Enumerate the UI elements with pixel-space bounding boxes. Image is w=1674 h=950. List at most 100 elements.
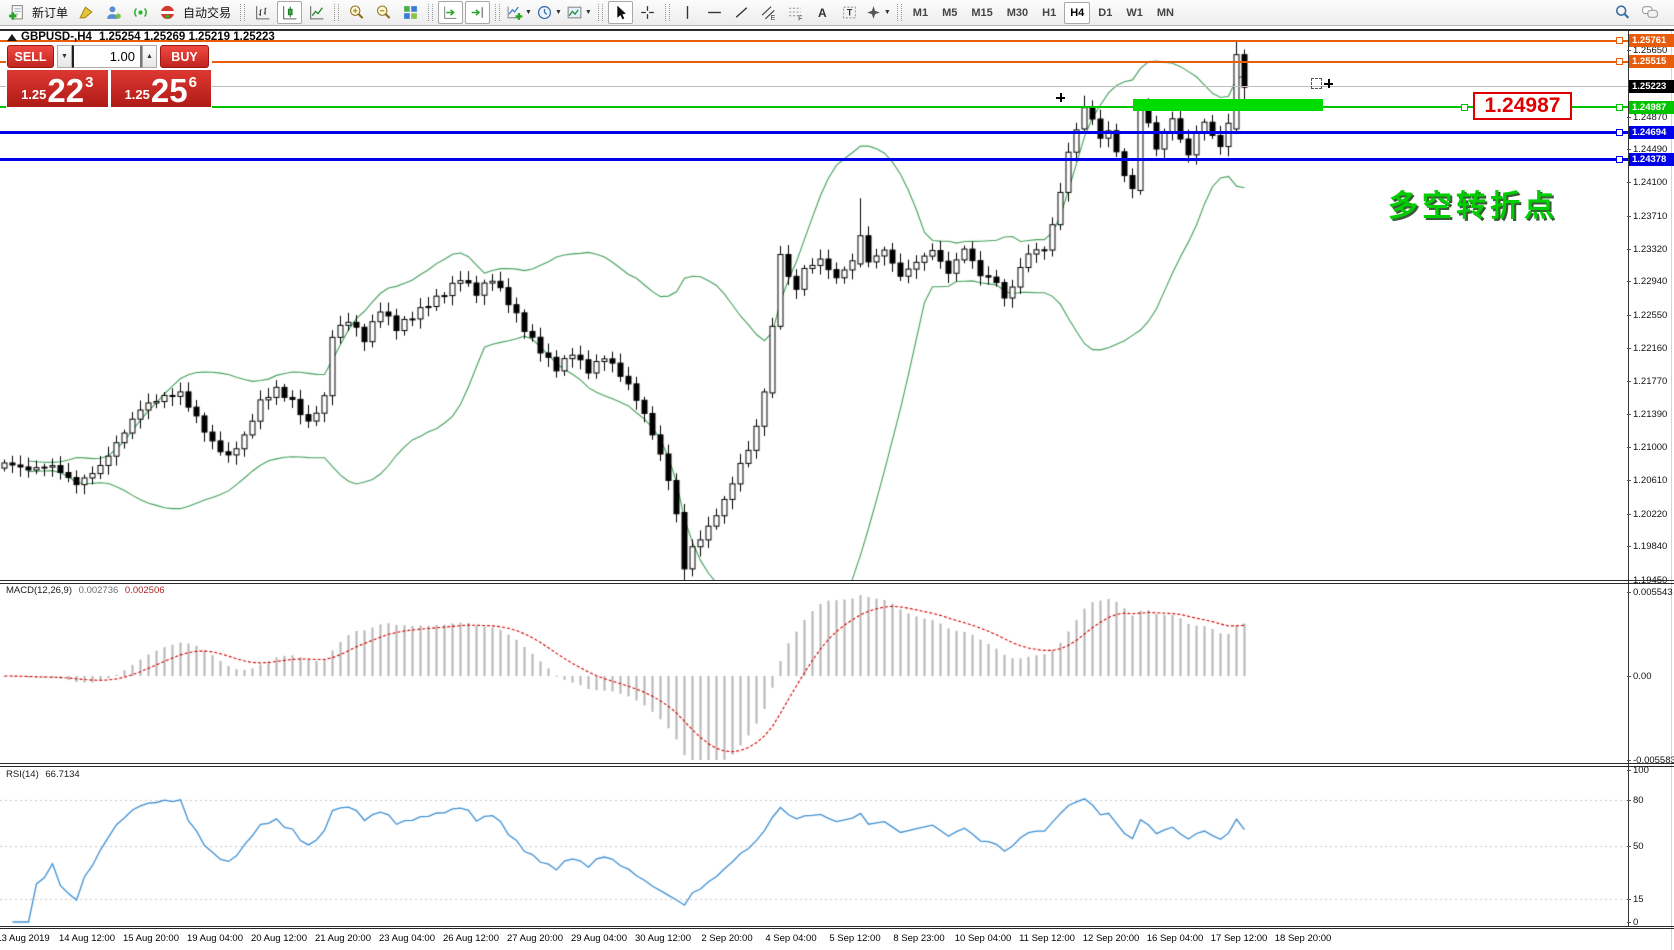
chevron-down-icon: ▼ (61, 53, 68, 60)
level-line-current-price[interactable] (0, 86, 1628, 88)
symbol-period: GBPUSD-,H4 (21, 31, 92, 43)
timeframe-m1[interactable]: M1 (912, 6, 929, 19)
resistance-highlight-bar[interactable] (1133, 99, 1323, 111)
volume-input[interactable] (72, 45, 142, 68)
crosshair-button[interactable] (635, 1, 660, 24)
signal-button[interactable] (128, 1, 153, 24)
trendline-button[interactable] (729, 1, 754, 24)
sell-button[interactable]: SELL (7, 45, 54, 68)
line-chart-button[interactable] (304, 1, 329, 24)
price-badge-support-lower: 1.24378 (1629, 152, 1674, 166)
equidistant-channel-button[interactable]: E (756, 1, 781, 24)
line-handle[interactable] (1616, 103, 1623, 111)
cursor-button[interactable] (607, 1, 633, 24)
one-click-trading-panel: SELL ▼ ▲ BUY 1.25 22 3 1.25 25 6 (6, 44, 212, 108)
new-order-button[interactable] (4, 1, 29, 24)
volume-increase-button[interactable]: ▲ (142, 45, 157, 68)
level-line-support-lower[interactable] (0, 157, 1628, 161)
rsi-label: RSI(14) 66.7134 (6, 769, 80, 780)
indicators-button[interactable]: ▼ (505, 1, 533, 24)
price-axis-tick: 1.22550 (1626, 309, 1668, 321)
pane-separator[interactable] (0, 583, 1674, 584)
auto-trading-button[interactable] (155, 1, 180, 24)
level-line-pivot-green[interactable] (0, 106, 1628, 109)
level-line-support-upper[interactable] (0, 130, 1628, 134)
marker-button[interactable] (74, 1, 99, 24)
pane-separator[interactable] (0, 766, 1674, 767)
bar-chart-button[interactable] (250, 1, 275, 24)
auto-trading-label[interactable]: 自动交易 (183, 6, 232, 20)
sell-price-tile[interactable]: 1.25 22 3 (7, 70, 108, 107)
macd-main-value: 0.002736 (78, 585, 119, 596)
chevron-up-icon: ▲ (146, 53, 153, 60)
zoom-in-button[interactable] (344, 1, 369, 24)
buy-price-pip: 6 (188, 74, 197, 91)
volume-decrease-button[interactable]: ▼ (57, 45, 72, 68)
line-handle[interactable] (1616, 37, 1623, 45)
price-axis-tick: 1.25650 (1626, 44, 1668, 56)
line-handle[interactable] (1616, 58, 1623, 66)
main-chart-canvas[interactable] (0, 29, 1628, 580)
timeframe-m15[interactable]: M15 (971, 6, 993, 19)
timeframe-mn[interactable]: MN (1156, 6, 1174, 19)
fibonacci-button[interactable]: F (783, 1, 808, 24)
price-badge-resistance-lower: 1.25515 (1629, 55, 1674, 69)
arrows-icon (866, 6, 880, 19)
toolbar-grip (240, 4, 246, 21)
buy-price-tile[interactable]: 1.25 25 6 (110, 70, 211, 107)
text-label-button[interactable]: T (837, 1, 862, 24)
arrow-object[interactable] (1056, 93, 1065, 102)
macd-axis-tick: 0.00 (1627, 670, 1652, 682)
text-button[interactable]: A (818, 5, 827, 20)
chart-shift-button[interactable] (465, 1, 491, 24)
arrows-button[interactable]: ▼ (864, 1, 892, 24)
timeframe-w1[interactable]: W1 (1126, 6, 1143, 19)
chart-bottom-border (0, 926, 1674, 927)
tile-windows-button[interactable] (398, 1, 423, 24)
timeframe-m5[interactable]: M5 (942, 6, 958, 19)
level-line-resistance-upper[interactable] (0, 39, 1628, 42)
time-axis-label: 5 Sep 12:00 (829, 933, 881, 944)
candlestick-chart-button[interactable] (277, 1, 303, 24)
templates-icon (567, 6, 582, 19)
new-order-label[interactable]: 新订单 (32, 6, 69, 20)
auto-scroll-icon (444, 6, 457, 19)
time-axis-label: 4 Sep 04:00 (765, 933, 817, 944)
zoom-out-button[interactable] (371, 1, 396, 24)
vertical-line-icon (686, 6, 689, 19)
auto-scroll-button[interactable] (438, 1, 464, 24)
pane-separator[interactable] (0, 763, 1674, 764)
zoom-out-icon (377, 5, 391, 19)
macd-canvas[interactable] (0, 584, 1628, 762)
periods-button[interactable]: ▼ (535, 1, 563, 24)
level-line-resistance-lower[interactable] (0, 60, 1628, 63)
line-handle[interactable] (1461, 103, 1468, 111)
collapse-panel-icon[interactable] (7, 34, 17, 41)
profile-button[interactable] (101, 1, 126, 24)
vertical-line-button[interactable] (675, 1, 700, 24)
line-handle[interactable] (1616, 155, 1623, 163)
turning-point-annotation[interactable]: 多空转折点 (1388, 190, 1558, 223)
line-handle[interactable] (1616, 128, 1623, 136)
rsi-name: RSI(14) (6, 769, 39, 780)
time-axis-label: 14 Aug 12:00 (59, 933, 115, 944)
search-button[interactable] (1610, 1, 1635, 24)
trendline-icon (735, 7, 748, 18)
timeframe-h1[interactable]: H1 (1042, 6, 1057, 19)
buy-button[interactable]: BUY (160, 45, 209, 68)
text-label-icon: T (842, 6, 856, 19)
pane-separator[interactable] (0, 580, 1674, 581)
timeframe-h4[interactable]: H4 (1064, 1, 1091, 24)
templates-button[interactable]: ▼ (565, 1, 593, 24)
arrow-object[interactable] (1324, 79, 1333, 88)
rsi-canvas[interactable] (0, 767, 1628, 925)
time-axis-label: 23 Aug 04:00 (379, 933, 435, 944)
price-axis-tick: 1.24870 (1626, 111, 1668, 123)
timeframe-m30[interactable]: M30 (1006, 6, 1029, 19)
chat-button[interactable] (1637, 1, 1662, 24)
time-axis-label: 8 Sep 23:00 (893, 933, 945, 944)
horizontal-line-button[interactable] (702, 1, 727, 24)
price-callout[interactable]: 1.24987 (1473, 92, 1572, 120)
timeframe-d1[interactable]: D1 (1098, 6, 1113, 19)
price-axis-tick: 1.21000 (1626, 442, 1668, 454)
